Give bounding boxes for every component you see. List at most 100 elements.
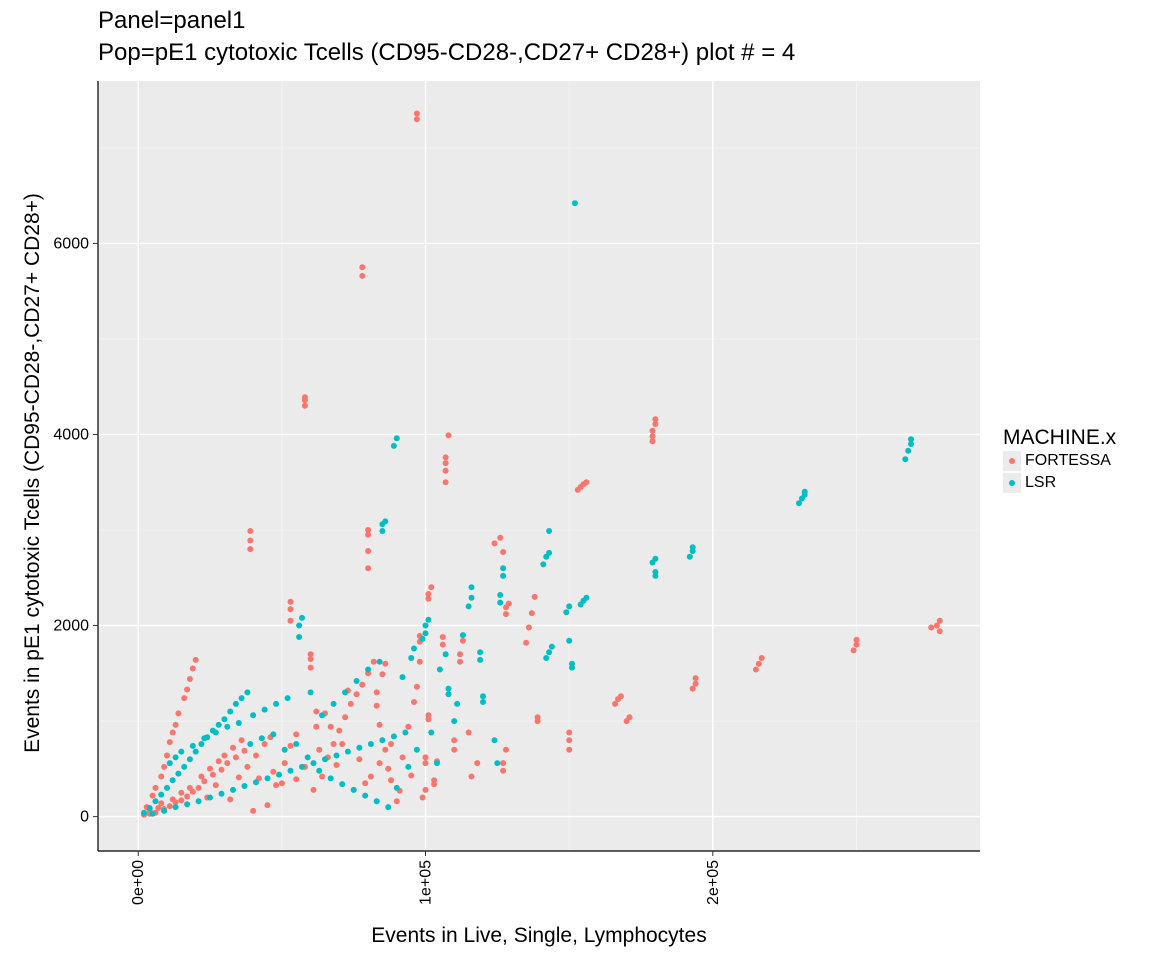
point-lsr <box>905 447 912 454</box>
point-fortessa <box>336 727 343 734</box>
point-fortessa <box>692 675 699 682</box>
point-fortessa <box>416 658 423 665</box>
point-fortessa <box>442 467 449 474</box>
point-lsr <box>296 634 303 640</box>
point-fortessa <box>442 454 449 461</box>
point-fortessa <box>359 264 366 271</box>
point-fortessa <box>534 714 541 721</box>
point-lsr <box>402 729 409 736</box>
point-fortessa <box>359 272 366 279</box>
point-fortessa <box>230 744 236 751</box>
point-fortessa <box>287 617 294 624</box>
point-fortessa <box>307 651 314 658</box>
point-fortessa <box>155 805 162 811</box>
point-lsr <box>172 754 179 761</box>
point-fortessa <box>853 641 860 648</box>
point-fortessa <box>301 394 308 401</box>
point-lsr <box>186 756 193 763</box>
point-lsr <box>230 786 236 793</box>
point-fortessa <box>189 665 196 672</box>
point-lsr <box>330 700 337 707</box>
point-fortessa <box>411 699 417 705</box>
point-fortessa <box>652 421 659 427</box>
point-lsr <box>390 733 397 740</box>
point-lsr <box>146 805 153 811</box>
point-lsr <box>451 718 458 725</box>
legend-key-lsr <box>1003 473 1021 493</box>
point-lsr <box>902 456 909 463</box>
point-lsr <box>583 594 590 601</box>
point-fortessa <box>652 416 659 423</box>
point-fortessa <box>408 772 415 779</box>
point-fortessa <box>376 721 383 728</box>
point-fortessa <box>689 685 696 692</box>
point-fortessa <box>221 752 228 759</box>
point-fortessa <box>413 116 420 123</box>
point-fortessa <box>172 721 179 728</box>
point-fortessa <box>474 760 481 767</box>
point-lsr <box>212 729 219 736</box>
point-fortessa <box>612 700 619 707</box>
point-fortessa <box>413 110 420 117</box>
point-fortessa <box>287 606 294 613</box>
point-lsr <box>445 691 452 698</box>
y-axis-label: Events in pE1 cytotoxic Tcells (CD95-CD2… <box>21 193 44 753</box>
point-lsr <box>546 549 553 556</box>
point-fortessa <box>209 771 216 778</box>
point-fortessa <box>178 789 185 796</box>
point-fortessa <box>393 798 400 805</box>
point-lsr <box>152 798 159 805</box>
point-lsr <box>405 763 412 770</box>
point-lsr <box>172 804 179 811</box>
point-fortessa <box>465 729 472 736</box>
point-fortessa <box>261 741 268 747</box>
point-fortessa <box>181 695 188 702</box>
point-fortessa <box>500 760 507 767</box>
point-fortessa <box>933 622 940 629</box>
point-lsr <box>149 810 156 817</box>
point-lsr <box>393 435 400 442</box>
point-fortessa <box>201 778 208 785</box>
point-lsr <box>299 614 305 621</box>
point-lsr <box>497 592 504 598</box>
point-fortessa <box>218 766 225 773</box>
point-lsr <box>459 632 466 639</box>
point-fortessa <box>278 780 285 787</box>
point-fortessa <box>468 773 475 780</box>
point-lsr <box>422 622 429 629</box>
point-fortessa <box>503 611 509 618</box>
point-lsr <box>546 528 553 534</box>
point-lsr <box>477 656 484 663</box>
legend-item-lsr: LSR <box>1003 472 1116 494</box>
point-fortessa <box>247 537 254 544</box>
point-fortessa <box>457 658 463 665</box>
point-fortessa <box>531 593 538 600</box>
point-fortessa <box>158 773 165 780</box>
point-fortessa <box>195 784 202 791</box>
point-lsr <box>385 804 392 811</box>
point-fortessa <box>758 655 765 661</box>
point-fortessa <box>428 584 435 591</box>
point-fortessa <box>692 680 699 687</box>
point-lsr <box>689 544 696 551</box>
point-fortessa <box>649 433 656 440</box>
legend-dot-lsr <box>1009 480 1015 486</box>
point-fortessa <box>310 786 317 793</box>
point-lsr <box>445 685 452 692</box>
point-fortessa <box>445 432 452 439</box>
point-fortessa <box>353 691 360 698</box>
point-fortessa <box>287 742 294 749</box>
point-lsr <box>796 500 802 507</box>
point-fortessa <box>755 660 762 667</box>
point-fortessa <box>307 656 314 662</box>
point-lsr <box>253 779 259 786</box>
point-lsr <box>287 767 294 774</box>
point-lsr <box>158 791 165 798</box>
point-lsr <box>322 756 328 763</box>
point-lsr <box>408 655 415 661</box>
legend: MACHINE.x FORTESSA LSR <box>1003 426 1116 494</box>
point-fortessa <box>373 702 380 709</box>
legend-key-fortessa <box>1003 451 1021 471</box>
point-fortessa <box>149 792 156 799</box>
